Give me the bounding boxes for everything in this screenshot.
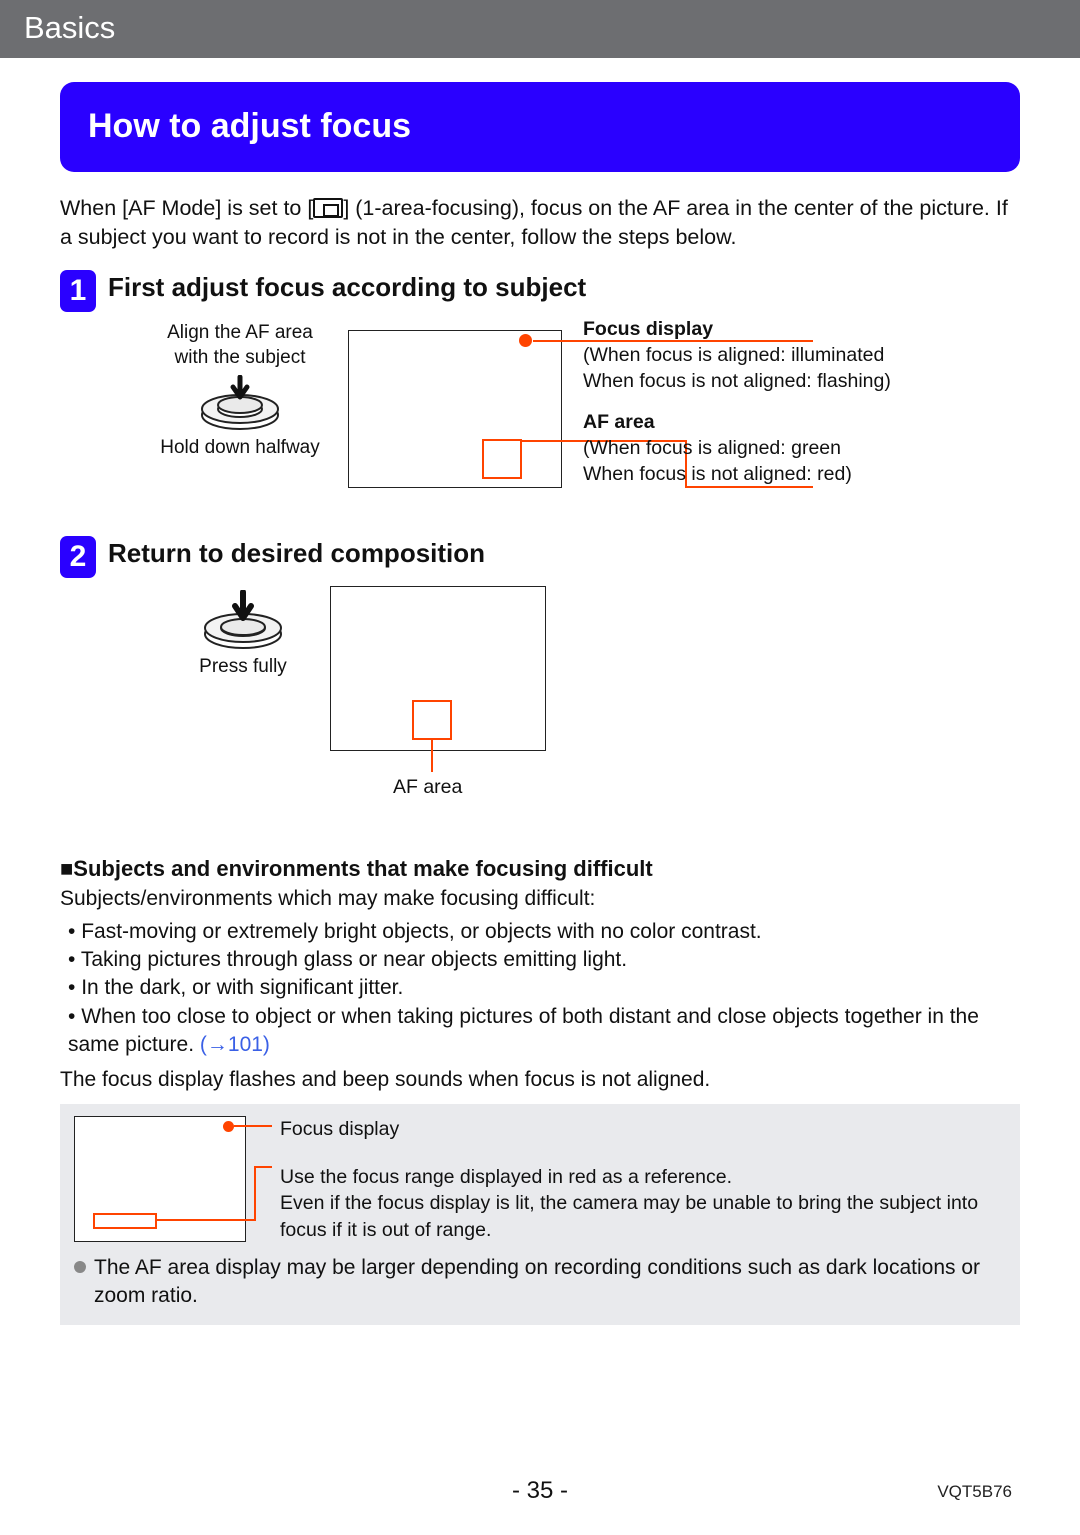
- intro-paragraph: When [AF Mode] is set to [] (1-area-focu…: [60, 194, 1020, 252]
- note-viewfinder-frame: [74, 1116, 246, 1242]
- note-leader-2a: [156, 1219, 256, 1221]
- bullet-dot-icon: [74, 1261, 86, 1273]
- focus-display-line-2: When focus is not aligned: flashing): [583, 368, 891, 394]
- step-1-badge: 1: [60, 270, 96, 312]
- af-area-label: AF area: [393, 774, 462, 800]
- note-bullet-text: The AF area display may be larger depend…: [94, 1254, 1006, 1311]
- af-area-square-1: [482, 439, 522, 479]
- align-line-2: with the subject: [150, 345, 330, 371]
- note-frame-wrap: [74, 1116, 252, 1246]
- document-id: VQT5B76: [937, 1481, 1012, 1504]
- one-area-focusing-icon: [313, 198, 343, 218]
- step-2-diagram: Press fully AF area: [108, 586, 1020, 846]
- note-focus-display: Focus display: [280, 1116, 1006, 1142]
- bullet-4: When too close to object or when taking …: [68, 1003, 1020, 1060]
- note-leader-2b: [254, 1166, 256, 1221]
- section-header: Basics: [0, 0, 1080, 58]
- step-2-badge: 2: [60, 536, 96, 578]
- intro-text-a: When [AF Mode] is set to [: [60, 196, 313, 220]
- bullet-2: Taking pictures through glass or near ob…: [68, 946, 1020, 974]
- subjects-after: The focus display flashes and beep sound…: [60, 1066, 1020, 1094]
- note-block: Focus display Use the focus range displa…: [60, 1104, 1020, 1325]
- subjects-bullets: Fast-moving or extremely bright objects,…: [68, 918, 1020, 1060]
- note-bullet: The AF area display may be larger depend…: [74, 1254, 1006, 1311]
- note-focus-dot: [223, 1121, 234, 1132]
- note-text: Focus display Use the focus range displa…: [280, 1116, 1006, 1246]
- focus-display-indicator: [519, 334, 532, 347]
- bullet-1: Fast-moving or extremely bright objects,…: [68, 918, 1020, 946]
- step-1-header: 1 First adjust focus according to subjec…: [60, 270, 1020, 312]
- step-2-title: Return to desired composition: [108, 536, 485, 571]
- af-area-heading: AF area: [583, 409, 891, 435]
- focus-display-line-1: (When focus is aligned: illuminated: [583, 342, 891, 368]
- page-title: How to adjust focus: [60, 82, 1020, 172]
- subjects-heading-text: Subjects and environments that make focu…: [73, 856, 652, 881]
- af-area-line-2: When focus is not aligned: red): [583, 461, 891, 487]
- align-line-1: Align the AF area: [150, 320, 330, 346]
- focus-display-heading: Focus display: [583, 316, 891, 342]
- note-leader-1: [234, 1125, 272, 1127]
- page-footer: - 35 - VQT5B76: [0, 1475, 1080, 1515]
- step-1-descriptions: Focus display (When focus is aligned: il…: [583, 316, 891, 488]
- subjects-heading: ■Subjects and environments that make foc…: [60, 854, 1020, 884]
- note-leader-2c: [254, 1166, 272, 1168]
- af-area-line-1: (When focus is aligned: green: [583, 435, 891, 461]
- note-range-line-1: Use the focus range displayed in red as …: [280, 1164, 1006, 1190]
- bullet-3: In the dark, or with significant jitter.: [68, 974, 1020, 1002]
- viewfinder-frame-1: [348, 330, 562, 488]
- step-2-shutter-column: Press fully: [178, 586, 308, 680]
- viewfinder-frame-2: [330, 586, 546, 751]
- shutter-halfway-icon: [197, 375, 283, 431]
- leader-line-af-2: [431, 740, 433, 772]
- hold-halfway-label: Hold down halfway: [150, 435, 330, 461]
- press-fully-label: Press fully: [178, 654, 308, 680]
- subjects-heading-marker: ■: [60, 856, 73, 881]
- step-1-diagram: Align the AF area with the subject Hold …: [108, 320, 1020, 530]
- af-area-square-2: [412, 700, 452, 740]
- step-2-header: 2 Return to desired composition: [60, 536, 1020, 578]
- subjects-lead: Subjects/environments which may make foc…: [60, 885, 1020, 913]
- step-1-title: First adjust focus according to subject: [108, 270, 586, 305]
- note-range-line-2: Even if the focus display is lit, the ca…: [280, 1190, 1006, 1243]
- note-focus-range-bar: [93, 1213, 157, 1229]
- page-number: - 35 -: [512, 1477, 568, 1504]
- shutter-full-icon: [200, 590, 286, 650]
- page-ref-101[interactable]: (→101): [200, 1033, 270, 1056]
- page-content: How to adjust focus When [AF Mode] is se…: [0, 82, 1080, 1325]
- step-1-shutter-column: Align the AF area with the subject Hold …: [150, 320, 330, 461]
